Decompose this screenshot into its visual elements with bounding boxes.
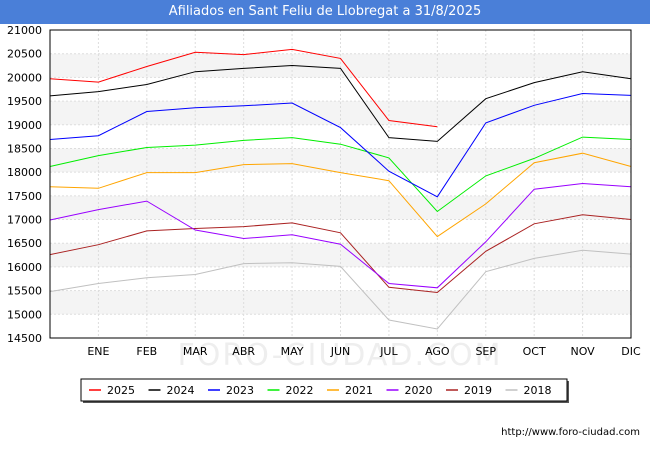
series-line-2023 [49, 92, 632, 198]
y-tick-label: 18000 [7, 166, 42, 179]
x-tick-label: MAY [281, 345, 304, 358]
plot-band [50, 53, 631, 78]
series-lines [49, 48, 632, 330]
y-tick-label: 15000 [7, 308, 42, 321]
legend-box [80, 378, 568, 402]
watermark-text: FORO-CIUDAD.COM [178, 338, 503, 373]
y-tick-label: 20500 [7, 48, 42, 61]
x-tick-label: FEB [136, 345, 157, 358]
legend-label-2019: 2019 [464, 384, 492, 397]
plot-frame [49, 29, 632, 339]
source-credit: http://www.foro-ciudad.com [501, 427, 640, 438]
x-tick-label: MAR [183, 345, 208, 358]
y-tick-label: 17500 [7, 190, 42, 203]
plot-band [50, 124, 631, 149]
y-tick-label: 15500 [7, 285, 42, 298]
series-line-2018 [49, 249, 632, 330]
x-tick-label: AGO [425, 345, 450, 358]
legend-label-2020: 2020 [405, 384, 433, 397]
y-tick-label: 16000 [7, 261, 42, 274]
y-tick-label: 17000 [7, 214, 42, 227]
chart-title: Afiliados en Sant Feliu de Llobregat a 3… [0, 0, 650, 24]
y-tick-label: 16500 [7, 237, 42, 250]
y-tick-label: 14500 [7, 332, 42, 345]
legend: 2025 2024 2023 2022 2021 2020 2019 2018 [80, 378, 569, 403]
y-tick-label: 19500 [7, 95, 42, 108]
x-tick-label: OCT [523, 345, 546, 358]
series-line-2022 [49, 136, 632, 213]
x-tick-label: DIC [621, 345, 641, 358]
legend-label-2025: 2025 [107, 384, 135, 397]
legend-label-2024: 2024 [167, 384, 195, 397]
y-tick-label: 19000 [7, 119, 42, 132]
x-tick-label: JUL [379, 345, 398, 358]
x-axis-ticks: ENE FEB MAR ABR MAY JUN JUL AGO SEP OCT NOV DIC [87, 345, 641, 358]
x-tick-label: ENE [87, 345, 109, 358]
series-line-2020 [49, 182, 632, 289]
y-tick-label: 20000 [7, 71, 42, 84]
legend-label-2023: 2023 [226, 384, 254, 397]
x-tick-label: NOV [570, 345, 595, 358]
series-line-2021 [49, 152, 632, 238]
y-tick-label: 21000 [7, 24, 42, 37]
x-tick-label: JUN [330, 345, 351, 358]
series-line-2024 [49, 64, 632, 142]
series-line-2025 [49, 48, 438, 128]
x-tick-label: ABR [232, 345, 255, 358]
x-tick-label: SEP [475, 345, 496, 358]
y-tick-label: 18500 [7, 142, 42, 155]
y-axis-ticks: 14500 15000 15500 16000 16500 17000 17500 18000… [7, 24, 42, 345]
series-line-2019 [49, 214, 632, 294]
legend-label-2022: 2022 [286, 384, 314, 397]
legend-label-2021: 2021 [345, 384, 373, 397]
plot-band [50, 101, 631, 125]
legend-label-2018: 2018 [524, 384, 552, 397]
